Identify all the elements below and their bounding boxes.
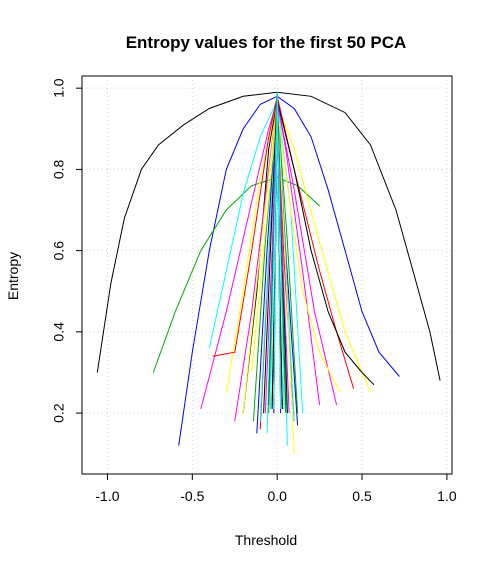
x-tick-label: -0.5 xyxy=(180,488,204,504)
x-tick-label: 0.5 xyxy=(352,488,372,504)
chart-title: Entropy values for the first 50 PCA xyxy=(126,33,407,52)
series-line-3 xyxy=(152,176,320,373)
series-line-2 xyxy=(178,95,400,446)
y-axis: 0.2 0.4 0.6 0.8 1.0 xyxy=(51,78,82,423)
x-axis: -1.0 -0.5 0.0 0.5 1.0 xyxy=(95,474,457,504)
y-tick-label: 0.2 xyxy=(51,403,67,423)
x-axis-label: Threshold xyxy=(235,532,297,548)
plot-frame xyxy=(81,75,453,475)
y-tick-label: 0.8 xyxy=(51,159,67,179)
series-line-6 xyxy=(225,102,371,393)
x-tick-label: 1.0 xyxy=(437,488,457,504)
x-tick-label: 0.0 xyxy=(267,488,287,504)
series-line-16 xyxy=(251,108,341,394)
y-tick-label: 0.4 xyxy=(51,322,67,342)
y-axis-label: Entropy xyxy=(5,252,21,300)
series-line-1 xyxy=(96,91,441,381)
y-tick-label: 1.0 xyxy=(51,78,67,98)
y-tick-label: 0.6 xyxy=(51,241,67,261)
x-tick-label: -1.0 xyxy=(95,488,119,504)
series-lines xyxy=(96,91,441,454)
series-line-30 xyxy=(273,92,282,410)
